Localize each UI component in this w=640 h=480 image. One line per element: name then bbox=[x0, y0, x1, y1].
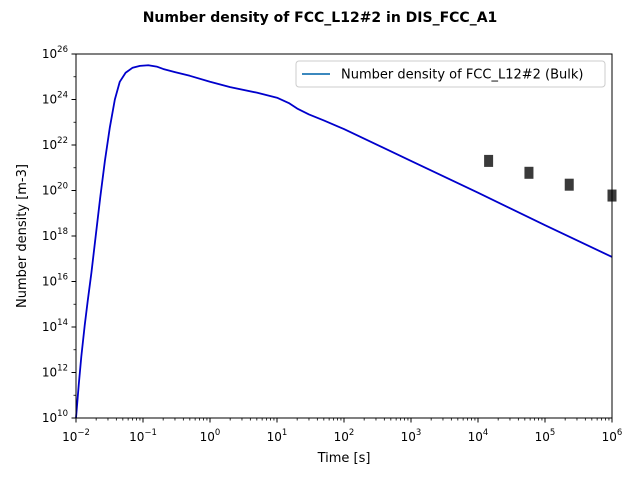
x-tick-label: 106 bbox=[602, 428, 623, 444]
data-point-marker bbox=[564, 178, 574, 191]
chart-title: Number density of FCC_L12#2 in DIS_FCC_A… bbox=[143, 10, 498, 26]
y-tick-label: 1020 bbox=[42, 182, 68, 198]
x-tick-label: 105 bbox=[535, 428, 556, 444]
x-axis-label: Time [s] bbox=[317, 451, 371, 466]
x-tick-label: 104 bbox=[468, 428, 489, 444]
y-tick-label: 1016 bbox=[42, 273, 68, 289]
y-tick-label: 1018 bbox=[42, 227, 68, 243]
x-tick-label: 101 bbox=[267, 428, 288, 444]
y-axis-ticks: 1010 1012 1014 1016 1018 1020 1022 1024 1026 bbox=[42, 45, 76, 425]
y-tick-label: 1010 bbox=[42, 409, 68, 425]
axes-background bbox=[76, 54, 612, 418]
x-tick-label: 10−2 bbox=[62, 428, 90, 444]
y-tick-label: 1024 bbox=[42, 91, 68, 107]
x-tick-label: 102 bbox=[334, 428, 355, 444]
series-layer bbox=[75, 64, 613, 419]
plot-area: 10−2 10−1 100 101 102 103 104 105 106 1010101210… bbox=[42, 45, 622, 444]
legend-box bbox=[295, 60, 606, 88]
legend-entry-bulk: Number density of FCC_L12#2 (Bulk) bbox=[341, 68, 583, 83]
x-axis-ticks: 10−2 10−1 100 101 102 103 104 105 106 bbox=[62, 418, 622, 444]
data-point-marker bbox=[484, 154, 494, 167]
legend: Number density of FCC_L12#2 (Bulk) bbox=[295, 60, 606, 88]
y-tick-label: 1022 bbox=[42, 136, 68, 152]
series-line-bulk bbox=[75, 64, 613, 419]
x-tick-label: 100 bbox=[200, 428, 221, 444]
data-point-marker bbox=[524, 166, 534, 179]
x-tick-label: 103 bbox=[401, 428, 422, 444]
y-tick-label: 1012 bbox=[42, 364, 68, 380]
y-tick-label: 1026 bbox=[42, 45, 68, 61]
y-axis-label: Number density [m-3] bbox=[15, 164, 30, 308]
y-tick-label: 1014 bbox=[42, 318, 68, 334]
x-tick-label: 10−1 bbox=[129, 428, 157, 444]
